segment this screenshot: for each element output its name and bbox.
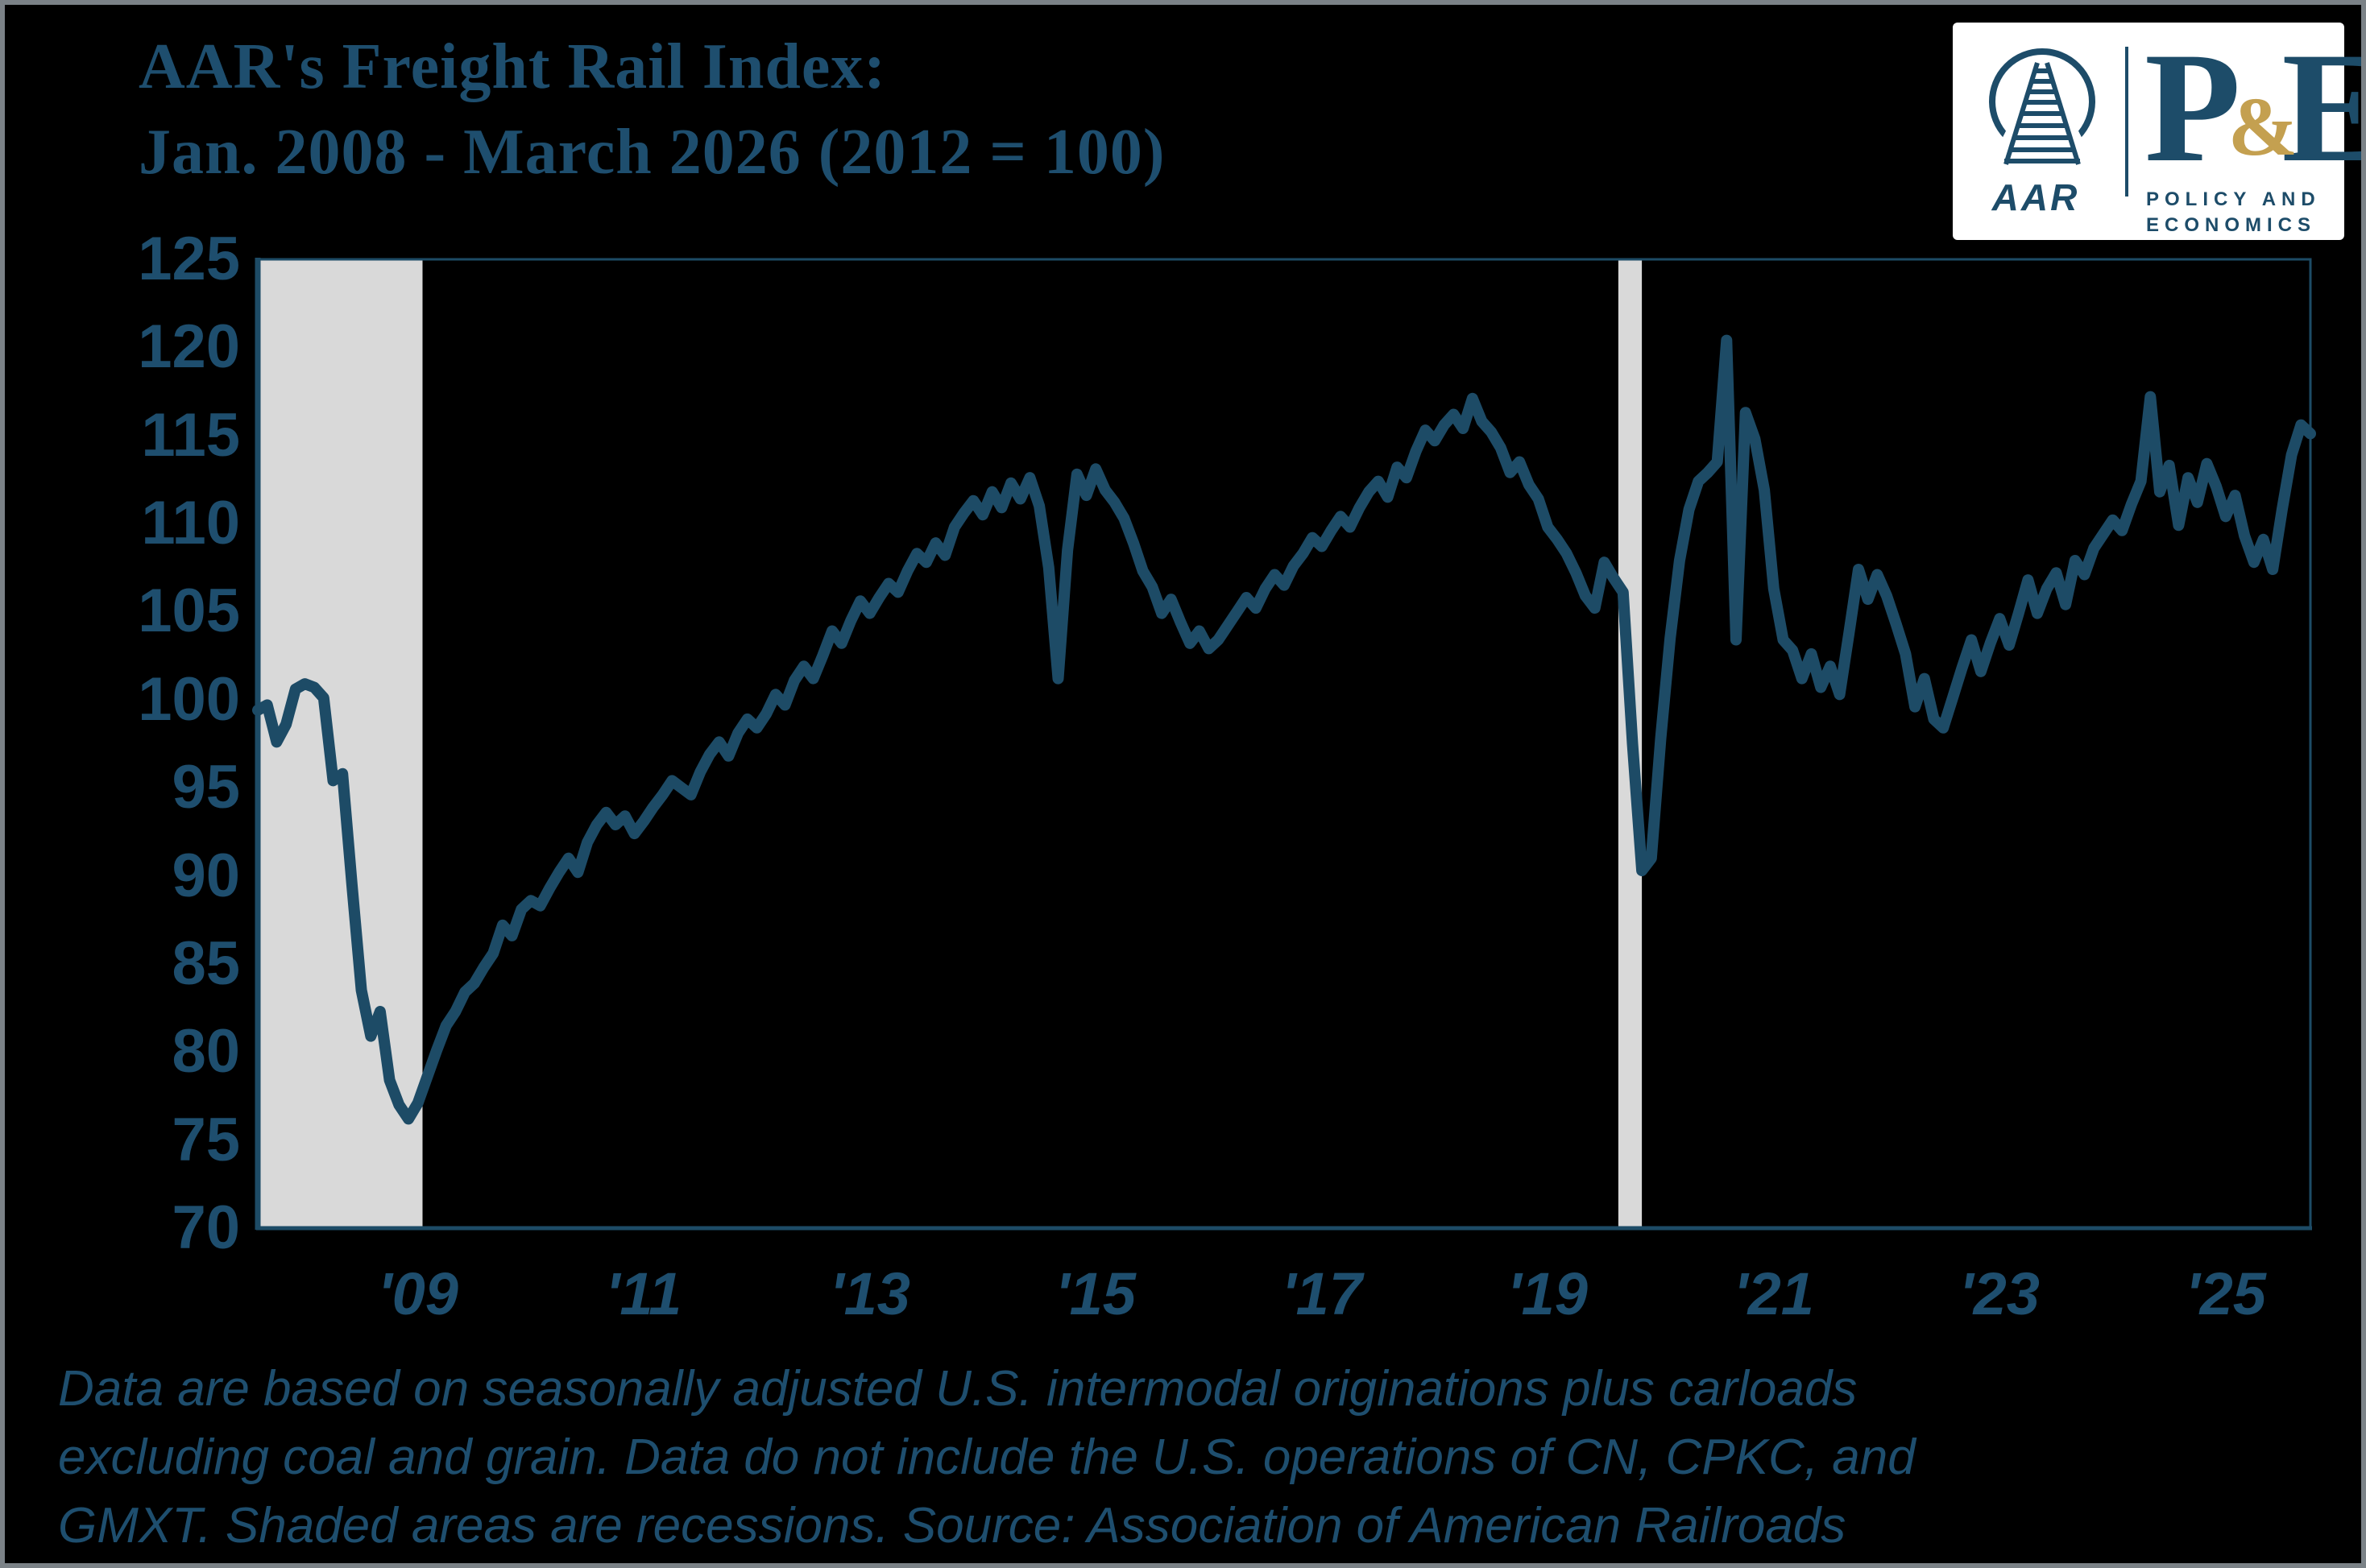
x-axis-label: '09 (378, 1260, 458, 1327)
y-axis-label: 100 (138, 665, 240, 734)
footnote-line-1: Data are based on seasonally adjusted U.… (58, 1361, 1858, 1417)
y-axis-label: 105 (138, 577, 240, 645)
pe-ampersand: & (2227, 81, 2298, 173)
freight-rail-index-line-chart (252, 258, 2316, 1231)
y-axis-label: 115 (141, 401, 240, 470)
economics-label: ECONOMICS (2146, 214, 2317, 236)
y-axis-label: 90 (172, 842, 240, 910)
footnote: Data are based on seasonally adjusted U.… (58, 1355, 2330, 1560)
title-line-1: AAR's Freight Rail Index: (139, 31, 886, 102)
y-axis-label: 80 (172, 1017, 240, 1086)
policy-and-label: POLICY AND (2146, 188, 2321, 210)
pe-letter-p: P (2144, 20, 2241, 195)
x-axis-label: '21 (1734, 1260, 1814, 1327)
x-axis-label: '11 (605, 1260, 682, 1327)
y-axis-label: 120 (138, 312, 240, 381)
title-line-2: Jan. 2008 - March 2026 (2012 = 100) (139, 117, 1166, 188)
footnote-line-2: excluding coal and grain. Data do not in… (58, 1429, 1916, 1485)
logo-divider (2125, 47, 2128, 197)
y-axis-label: 70 (172, 1194, 240, 1262)
pe-letter-e: E (2281, 27, 2361, 188)
plot-border (256, 258, 2312, 1230)
y-axis-label: 125 (138, 225, 240, 293)
aar-logo-text: AAR (1991, 176, 2080, 218)
x-axis-label: '25 (2186, 1260, 2266, 1327)
x-axis-label: '23 (1959, 1260, 2040, 1327)
freight-rail-index-series (252, 334, 2316, 1125)
x-axis-label: '15 (1055, 1260, 1136, 1327)
aar-railroad-track-icon (1988, 48, 2096, 166)
y-axis-label: 75 (172, 1106, 240, 1174)
page-title: AAR's Freight Rail Index: Jan. 2008 - Ma… (139, 24, 1166, 195)
x-axis-label: '19 (1507, 1260, 1588, 1327)
y-axis-label: 95 (172, 753, 240, 821)
footnote-line-3: GMXT. Shaded areas are recessions. Sourc… (58, 1498, 1846, 1554)
y-axis-label: 110 (141, 489, 240, 557)
recession-band (258, 259, 423, 1228)
aar-pe-logo: AAR P & E POLICY AND ECONOMICS (1953, 23, 2361, 240)
x-axis-label: '17 (1282, 1260, 1362, 1327)
pe-monogram: P & E (2144, 20, 2361, 195)
y-axis-label: 85 (172, 929, 240, 998)
x-axis-label: '13 (830, 1260, 910, 1327)
